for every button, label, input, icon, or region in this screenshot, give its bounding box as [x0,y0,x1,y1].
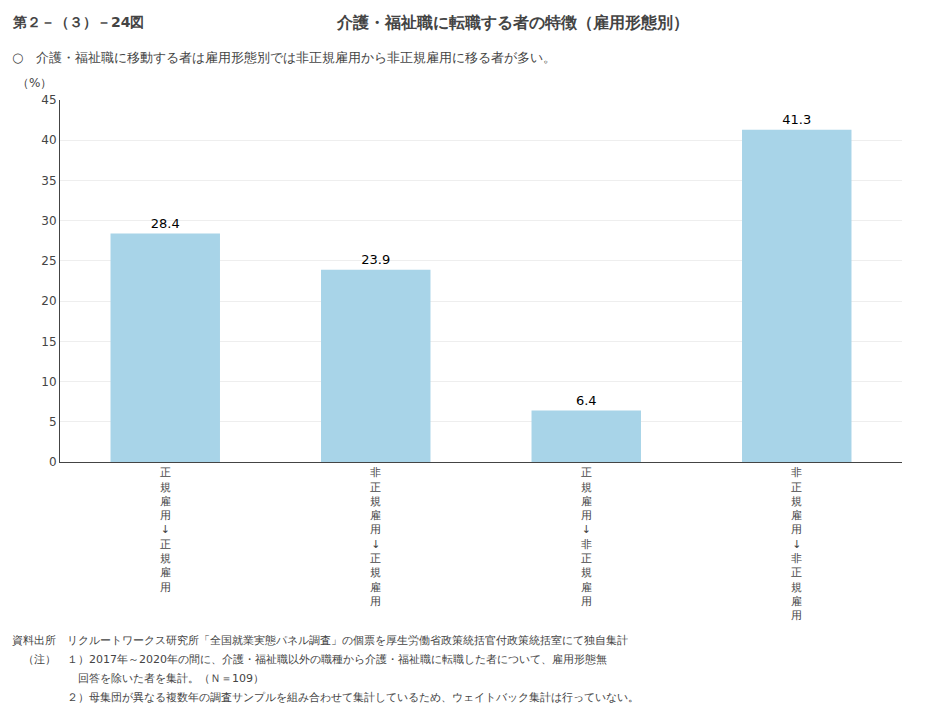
svg-text:10: 10 [41,375,56,389]
svg-text:0: 0 [49,455,57,469]
svg-text:45: 45 [41,93,56,107]
svg-text:○ 介護・福祉職に移動する者は雇用形態別では非正規雇用から非: ○ 介護・福祉職に移動する者は雇用形態別では非正規雇用から非正規雇用に移る者が多… [12,50,556,65]
svg-text:正規雇用↓非正規雇用: 正規雇用↓非正規雇用 [581,466,592,608]
svg-text:35: 35 [41,174,56,188]
svg-text:非正規雇用↓非正規雇用: 非正規雇用↓非正規雇用 [791,466,802,622]
svg-text:正規雇用↓正規雇用: 正規雇用↓正規雇用 [160,466,171,593]
svg-text:15: 15 [41,335,56,349]
svg-text:5: 5 [49,415,57,429]
svg-text:30: 30 [41,214,56,228]
svg-text:資料出所 リクルートワークス研究所「全国就業実態パネル調査」: 資料出所 リクルートワークス研究所「全国就業実態パネル調査」の個票を厚生労働省政… [12,634,628,647]
svg-text:介護・福祉職に転職する者の特徴（雇用形態別）: 介護・福祉職に転職する者の特徴（雇用形態別） [336,13,689,32]
svg-text:回答を除いた者を集計。（Ｎ＝109）: 回答を除いた者を集計。（Ｎ＝109） [12,672,264,685]
svg-text:２）母集団が異なる複数年の調査サンプルを組み合わせて集計して: ２）母集団が異なる複数年の調査サンプルを組み合わせて集計しているため、ウェイトバ… [12,691,639,704]
svg-text:20: 20 [41,294,56,308]
svg-text:40: 40 [41,133,56,147]
svg-text:非正規雇用↓正規雇用: 非正規雇用↓正規雇用 [370,466,381,608]
svg-text:6.4: 6.4 [576,393,597,408]
svg-text:23.9: 23.9 [361,252,390,267]
svg-text:（注） １）2017年～2020年の間に、介護・福祉職以外の: （注） １）2017年～2020年の間に、介護・福祉職以外の職種から介護・福祉職… [12,653,607,666]
svg-text:25: 25 [41,254,56,268]
svg-text:第２－（３）－24図: 第２－（３）－24図 [12,14,144,30]
svg-text:41.3: 41.3 [782,112,811,127]
svg-text:28.4: 28.4 [151,216,180,231]
svg-text:（%）: （%） [17,76,52,90]
